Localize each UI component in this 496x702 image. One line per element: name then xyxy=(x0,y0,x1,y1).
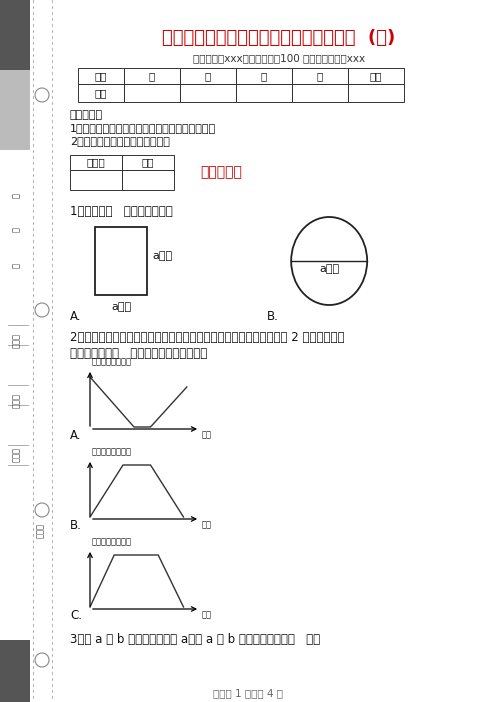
Text: 线: 线 xyxy=(11,263,20,267)
Text: 评卷人: 评卷人 xyxy=(87,157,105,168)
Text: A.: A. xyxy=(70,429,81,442)
Text: B.: B. xyxy=(70,519,82,532)
Bar xyxy=(348,68,404,84)
Text: 订: 订 xyxy=(11,227,20,232)
Text: 1．如图，（   ）的周长更长。: 1．如图，（ ）的周长更长。 xyxy=(70,205,173,218)
Text: 三: 三 xyxy=(261,71,267,81)
Bar xyxy=(0,640,30,702)
Text: 2．请将答案正确填写在答题卡上: 2．请将答案正确填写在答题卡上 xyxy=(70,136,170,146)
Text: 学校到公园的距离: 学校到公园的距离 xyxy=(92,357,132,366)
Text: 学校，下面图（   ）描述的是上面的叙述。: 学校，下面图（ ）描述的是上面的叙述。 xyxy=(70,347,207,360)
Text: 3．若 a 和 b 的最小公倍数是 a，则 a 和 b 的最大公因数是（   ）。: 3．若 a 和 b 的最小公倍数是 a，则 a 和 b 的最大公因数是（ ）。 xyxy=(70,633,320,646)
Bar xyxy=(78,68,124,84)
Text: 二: 二 xyxy=(205,71,211,81)
Text: 考号：: 考号： xyxy=(11,447,20,463)
Text: 班级：: 班级： xyxy=(11,333,20,347)
Text: 苏教版数学五年级下册期末考试数学试卷  (二): 苏教版数学五年级下册期末考试数学试卷 (二) xyxy=(162,29,396,47)
Bar xyxy=(78,84,124,102)
Text: 一: 一 xyxy=(149,71,155,81)
Bar xyxy=(70,155,122,170)
Text: 试卷第 1 页，总 4 页: 试卷第 1 页，总 4 页 xyxy=(213,688,283,698)
Bar xyxy=(124,68,180,84)
Bar xyxy=(124,84,180,102)
Bar xyxy=(95,227,147,295)
Text: C.: C. xyxy=(70,609,82,622)
Text: 学校到公园的距离: 学校到公园的距离 xyxy=(92,537,132,546)
Text: 四: 四 xyxy=(317,71,323,81)
Text: a厘米: a厘米 xyxy=(152,251,172,261)
Text: 1．答题前填写好自己的姓名、班级、考号等信息: 1．答题前填写好自己的姓名、班级、考号等信息 xyxy=(70,123,216,133)
Bar xyxy=(236,68,292,84)
Text: B.: B. xyxy=(266,310,278,324)
Text: 考试范围：xxx；考试时间：100 分钟；命题人：xxx: 考试范围：xxx；考试时间：100 分钟；命题人：xxx xyxy=(193,53,365,63)
Text: 学校到公园的距离: 学校到公园的距离 xyxy=(92,447,132,456)
Bar xyxy=(292,84,348,102)
Text: 题号: 题号 xyxy=(95,71,107,81)
Bar xyxy=(180,84,236,102)
Text: 注意事项：: 注意事项： xyxy=(70,110,103,120)
Bar xyxy=(0,70,30,150)
Bar xyxy=(348,84,404,102)
Bar xyxy=(292,68,348,84)
Text: 姓名：: 姓名： xyxy=(11,392,20,407)
Text: 得分: 得分 xyxy=(142,157,154,168)
Bar xyxy=(122,170,174,190)
Bar xyxy=(236,84,292,102)
Text: a厘米: a厘米 xyxy=(111,302,131,312)
Text: 得分: 得分 xyxy=(95,88,107,98)
Text: A.: A. xyxy=(70,310,81,324)
Text: 学校：: 学校： xyxy=(36,522,45,538)
Bar xyxy=(0,0,30,70)
Text: 时间: 时间 xyxy=(202,520,212,529)
Text: a厘米: a厘米 xyxy=(319,264,339,274)
Text: 时间: 时间 xyxy=(202,610,212,619)
Text: 装: 装 xyxy=(11,192,20,197)
Text: 一、选择题: 一、选择题 xyxy=(200,165,242,179)
Bar xyxy=(122,155,174,170)
Text: 2．星期天，李老师带同学们乘汽车从学校出发去公园玩，在公园玩了 2 小时后乘车回: 2．星期天，李老师带同学们乘汽车从学校出发去公园玩，在公园玩了 2 小时后乘车回 xyxy=(70,331,345,344)
Text: 总分: 总分 xyxy=(370,71,382,81)
Text: 时间: 时间 xyxy=(202,430,212,439)
Bar xyxy=(180,68,236,84)
Bar xyxy=(70,170,122,190)
